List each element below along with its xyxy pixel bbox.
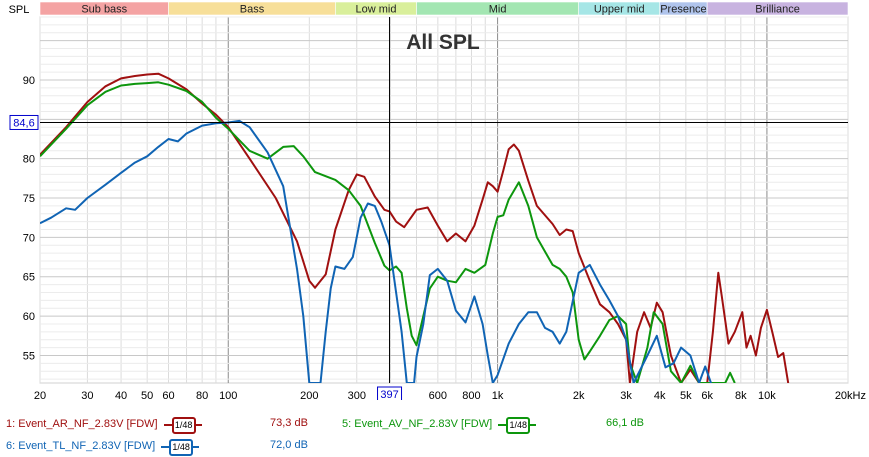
y-tick-label: 70 bbox=[23, 232, 35, 244]
legend-value-tl: 72,0 dB bbox=[270, 439, 308, 451]
x-tick-label: 40 bbox=[115, 390, 127, 400]
x-axis-ticks: 20 30 40 50 60 80 100 200 300 600 800 1k 2k 3k 4k 5k 6k 8… bbox=[34, 390, 866, 400]
legend-value-ar: 73,3 dB bbox=[270, 417, 308, 429]
x-tick-label: 5k bbox=[680, 390, 692, 400]
x-tick-label: 100 bbox=[219, 390, 237, 400]
x-tick-label: 1k bbox=[492, 390, 504, 400]
y-tick-label: 75 bbox=[23, 193, 35, 205]
y-tick-label: 60 bbox=[23, 311, 35, 323]
cursor-y-label: 84,6 bbox=[13, 117, 34, 129]
chart-title: All SPL bbox=[406, 31, 480, 54]
cursor-x-label: 397 bbox=[380, 389, 398, 400]
smoothing-badge: 1/48 bbox=[506, 417, 531, 434]
band-label: Mid bbox=[489, 4, 507, 16]
band-label: Brilliance bbox=[755, 4, 800, 16]
y-axis-label: SPL bbox=[9, 4, 30, 16]
band-label: Upper mid bbox=[594, 4, 645, 16]
legend-row-2: 6: Event_TL_NF_2.83V [FDW] 1/48 72,0 dB bbox=[0, 436, 869, 456]
band-label: Sub bass bbox=[81, 4, 127, 16]
grid-lines bbox=[39, 16, 849, 383]
x-tick-label: 20 bbox=[34, 390, 46, 400]
legend-swatch[interactable]: 1/48 bbox=[161, 437, 200, 456]
band-label: Low mid bbox=[355, 4, 396, 16]
smoothing-badge: 1/48 bbox=[171, 417, 196, 434]
x-tick-label: 20kHz bbox=[835, 390, 866, 400]
legend-label: 5: Event_AV_NF_2.83V [FDW] bbox=[342, 418, 493, 430]
band-brilliance[interactable] bbox=[706, 1, 849, 16]
legend-swatch[interactable]: 1/48 bbox=[498, 415, 537, 434]
x-tick-label: 3k bbox=[620, 390, 632, 400]
legend-label: 1: Event_AR_NF_2.83V [FDW] bbox=[6, 418, 158, 430]
legend-row-1: 1: Event_AR_NF_2.83V [FDW] 1/48 73,3 dB … bbox=[0, 414, 869, 434]
cursor-y-box[interactable] bbox=[9, 114, 39, 130]
x-tick-label: 4k bbox=[654, 390, 666, 400]
legend-entry-ar[interactable]: 1: Event_AR_NF_2.83V [FDW] 1/48 bbox=[6, 414, 202, 434]
cursor-lines bbox=[40, 17, 848, 383]
y-tick-label: 80 bbox=[23, 154, 35, 166]
spl-chart: Sub bass Bass Low mid Mid Upper mid Presence B… bbox=[9, 1, 866, 400]
x-tick-label: 2k bbox=[573, 390, 585, 400]
series-line-3[interactable] bbox=[40, 119, 712, 383]
x-tick-label: 60 bbox=[162, 390, 174, 400]
x-tick-label: 300 bbox=[348, 390, 366, 400]
y-tick-label: 55 bbox=[23, 350, 35, 362]
x-tick-label: 8k bbox=[735, 390, 747, 400]
x-tick-label: 10k bbox=[758, 390, 776, 400]
y-tick-label: 65 bbox=[23, 272, 35, 284]
x-tick-label: 6k bbox=[701, 390, 713, 400]
cursor-x-box[interactable] bbox=[377, 386, 403, 400]
legend-entry-av[interactable]: 5: Event_AV_NF_2.83V [FDW] 1/48 bbox=[342, 414, 537, 434]
legend-label: 6: Event_TL_NF_2.83V [FDW] bbox=[6, 440, 156, 452]
y-tick-label: 90 bbox=[23, 75, 35, 87]
legend-entry-tl[interactable]: 6: Event_TL_NF_2.83V [FDW] 1/48 bbox=[6, 436, 200, 456]
x-tick-label: 600 bbox=[429, 390, 447, 400]
frequency-bands: Sub bass Bass Low mid Mid Upper mid Presence B… bbox=[39, 1, 849, 16]
curves bbox=[40, 72, 790, 383]
x-tick-label: 80 bbox=[196, 390, 208, 400]
legend-value-av: 66,1 dB bbox=[606, 417, 644, 429]
series-line-1[interactable] bbox=[40, 72, 790, 383]
cursor-labels: 397 84,6 bbox=[9, 114, 403, 400]
y-axis-ticks: 55 60 65 70 75 80 90 bbox=[23, 75, 35, 362]
legend-swatch[interactable]: 1/48 bbox=[163, 415, 202, 434]
smoothing-badge: 1/48 bbox=[169, 439, 194, 456]
x-tick-label: 800 bbox=[462, 390, 480, 400]
x-tick-label: 200 bbox=[300, 390, 318, 400]
x-tick-label: 50 bbox=[141, 390, 153, 400]
band-label: Presence bbox=[660, 4, 706, 16]
band-label: Bass bbox=[240, 4, 265, 16]
x-tick-label: 30 bbox=[81, 390, 93, 400]
